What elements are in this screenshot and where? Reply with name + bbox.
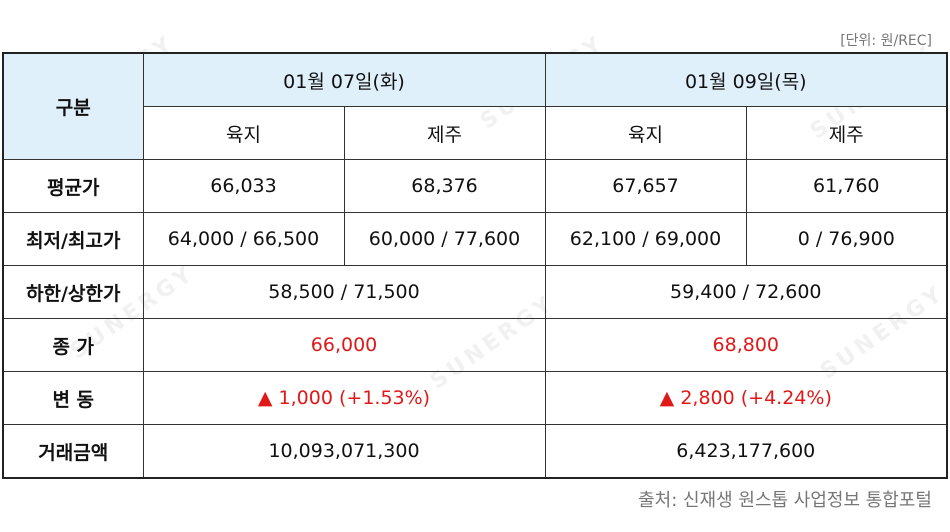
cell-avg-jeju-1: 68,376 bbox=[343, 159, 546, 213]
table-row-avg: 평균가 66,033 68,376 67,657 61,760 bbox=[2, 159, 948, 213]
cell-avg-land-2: 67,657 bbox=[544, 159, 747, 213]
corner-header: 구분 bbox=[2, 52, 144, 160]
cell-minmax-land-1: 64,000 / 66,500 bbox=[142, 212, 345, 266]
table-row-change: 변 동 ▲ 1,000 (+1.53%) ▲ 2,800 (+4.24%) bbox=[2, 371, 948, 425]
source-label: 출처: 신재생 원스톱 사업정보 통합포털 bbox=[638, 490, 932, 511]
cell-change-2: ▲ 2,800 (+4.24%) bbox=[544, 371, 948, 425]
rec-price-table: 구분 01월 07일(화) 01월 09일(목) 육지 제주 육지 제주 평균가… bbox=[2, 52, 949, 479]
cell-limits-2: 59,400 / 72,600 bbox=[544, 265, 948, 319]
unit-label: [단위: 원/REC] bbox=[840, 33, 932, 49]
region-header-land-1: 육지 bbox=[142, 106, 345, 160]
row-label-change: 변 동 bbox=[2, 371, 144, 425]
cell-change-1: ▲ 1,000 (+1.53%) bbox=[142, 371, 546, 425]
cell-minmax-jeju-1: 60,000 / 77,600 bbox=[343, 212, 546, 266]
row-label-minmax: 최저/최고가 bbox=[2, 212, 144, 266]
table-row-amount: 거래금액 10,093,071,300 6,423,177,600 bbox=[2, 424, 948, 479]
row-label-limits: 하한/상한가 bbox=[2, 265, 144, 319]
table-row-minmax: 최저/최고가 64,000 / 66,500 60,000 / 77,600 6… bbox=[2, 212, 948, 266]
cell-avg-jeju-2: 61,760 bbox=[745, 159, 948, 213]
cell-amount-1: 10,093,071,300 bbox=[142, 424, 546, 479]
region-header-jeju-1: 제주 bbox=[343, 106, 546, 160]
cell-minmax-jeju-2: 0 / 76,900 bbox=[745, 212, 948, 266]
date-header-1: 01월 07일(화) bbox=[142, 52, 546, 107]
region-header-jeju-2: 제주 bbox=[745, 106, 948, 160]
row-label-close: 종 가 bbox=[2, 318, 144, 372]
table-row-limits: 하한/상한가 58,500 / 71,500 59,400 / 72,600 bbox=[2, 265, 948, 319]
row-label-avg: 평균가 bbox=[2, 159, 144, 213]
cell-close-2: 68,800 bbox=[544, 318, 948, 372]
row-label-amount: 거래금액 bbox=[2, 424, 144, 479]
table-row-close: 종 가 66,000 68,800 bbox=[2, 318, 948, 372]
region-header-land-2: 육지 bbox=[544, 106, 747, 160]
cell-amount-2: 6,423,177,600 bbox=[544, 424, 948, 479]
cell-minmax-land-2: 62,100 / 69,000 bbox=[544, 212, 747, 266]
cell-close-1: 66,000 bbox=[142, 318, 546, 372]
cell-avg-land-1: 66,033 bbox=[142, 159, 345, 213]
cell-limits-1: 58,500 / 71,500 bbox=[142, 265, 546, 319]
date-header-2: 01월 09일(목) bbox=[544, 52, 948, 107]
